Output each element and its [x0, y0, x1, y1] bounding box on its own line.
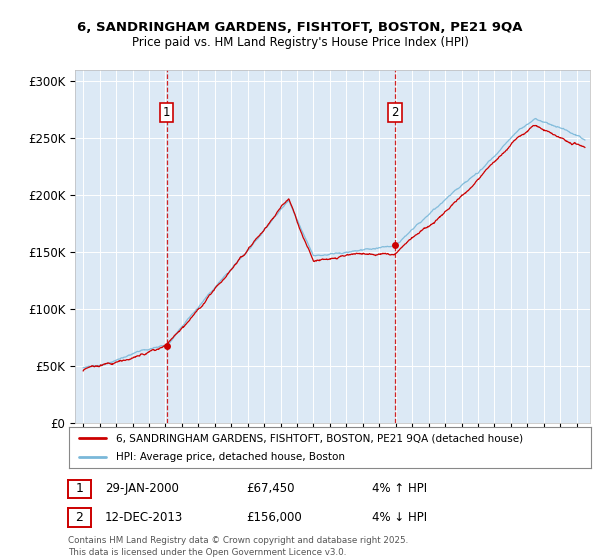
Text: Price paid vs. HM Land Registry's House Price Index (HPI): Price paid vs. HM Land Registry's House …	[131, 36, 469, 49]
Text: 97
19: 97 19	[110, 437, 122, 459]
Text: 07
20: 07 20	[274, 437, 287, 459]
Text: 10
20: 10 20	[324, 437, 336, 459]
Text: HPI: Average price, detached house, Boston: HPI: Average price, detached house, Bost…	[116, 452, 345, 461]
Text: 4% ↑ HPI: 4% ↑ HPI	[372, 482, 427, 496]
Text: 00
20: 00 20	[159, 437, 172, 459]
Text: 21
20: 21 20	[505, 437, 517, 459]
Text: 11
20: 11 20	[340, 437, 353, 459]
Text: 17
20: 17 20	[439, 437, 451, 459]
Text: £156,000: £156,000	[246, 511, 302, 524]
Text: 96
19: 96 19	[94, 437, 106, 459]
Text: Contains HM Land Registry data © Crown copyright and database right 2025.
This d: Contains HM Land Registry data © Crown c…	[68, 536, 408, 557]
Text: 22
20: 22 20	[521, 437, 533, 459]
Text: 06
20: 06 20	[258, 437, 271, 459]
Text: 99
19: 99 19	[143, 437, 155, 459]
Text: 2: 2	[391, 106, 398, 119]
Text: 23
20: 23 20	[538, 437, 550, 459]
Text: 15
20: 15 20	[406, 437, 418, 459]
Text: 29-JAN-2000: 29-JAN-2000	[105, 482, 179, 496]
Text: 95
19: 95 19	[77, 437, 89, 459]
Text: £67,450: £67,450	[246, 482, 295, 496]
Text: 08
20: 08 20	[291, 437, 303, 459]
Text: 6, SANDRINGHAM GARDENS, FISHTOFT, BOSTON, PE21 9QA: 6, SANDRINGHAM GARDENS, FISHTOFT, BOSTON…	[77, 21, 523, 34]
Text: 19
20: 19 20	[472, 437, 484, 459]
Text: 13
20: 13 20	[373, 437, 385, 459]
Text: 98
19: 98 19	[127, 437, 139, 459]
Text: 18
20: 18 20	[455, 437, 467, 459]
Text: 16
20: 16 20	[422, 437, 435, 459]
Text: 05
20: 05 20	[242, 437, 254, 459]
Text: 2: 2	[75, 511, 83, 524]
Text: 25
20: 25 20	[571, 437, 583, 459]
Text: 09
20: 09 20	[307, 437, 320, 459]
Text: 1: 1	[75, 482, 83, 496]
Text: 24
20: 24 20	[554, 437, 566, 459]
Text: 04
20: 04 20	[225, 437, 238, 459]
Text: 01
20: 01 20	[176, 437, 188, 459]
Text: 6, SANDRINGHAM GARDENS, FISHTOFT, BOSTON, PE21 9QA (detached house): 6, SANDRINGHAM GARDENS, FISHTOFT, BOSTON…	[116, 433, 523, 443]
Text: 03
20: 03 20	[209, 437, 221, 459]
Text: 4% ↓ HPI: 4% ↓ HPI	[372, 511, 427, 524]
Text: 12-DEC-2013: 12-DEC-2013	[105, 511, 183, 524]
Text: 1: 1	[163, 106, 170, 119]
Text: 12
20: 12 20	[356, 437, 369, 459]
Text: 20
20: 20 20	[488, 437, 500, 459]
Text: 14
20: 14 20	[389, 437, 402, 459]
Text: 02
20: 02 20	[192, 437, 205, 459]
